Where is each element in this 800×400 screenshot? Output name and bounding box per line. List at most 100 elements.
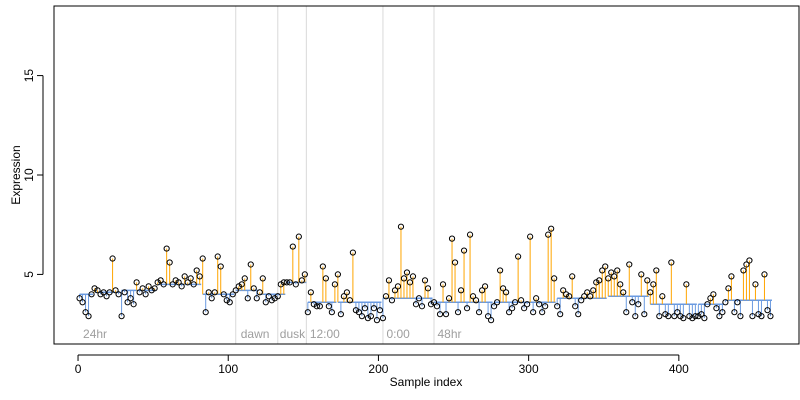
data-point xyxy=(436,311,444,318)
data-point xyxy=(193,267,200,274)
data-point xyxy=(403,269,411,276)
data-point xyxy=(253,295,260,302)
data-point xyxy=(650,281,657,288)
data-point xyxy=(496,267,504,274)
data-point xyxy=(749,313,756,320)
data-point xyxy=(629,299,636,306)
x-tick-label: 200 xyxy=(368,362,388,376)
data-point xyxy=(214,253,221,260)
data-point xyxy=(707,295,714,302)
data-point xyxy=(578,297,585,304)
data-point xyxy=(713,305,720,312)
data-point xyxy=(85,313,92,320)
data-point xyxy=(409,273,417,280)
data-point xyxy=(659,293,666,300)
data-point xyxy=(767,313,774,320)
data-point xyxy=(515,253,522,260)
data-point xyxy=(292,281,299,288)
data-point xyxy=(527,233,534,240)
data-point xyxy=(725,285,732,292)
data-point xyxy=(187,275,194,282)
data-point xyxy=(557,311,564,318)
data-point xyxy=(448,235,456,242)
data-point xyxy=(385,277,393,284)
data-point xyxy=(304,309,311,316)
data-point xyxy=(653,267,660,274)
data-point xyxy=(743,261,750,268)
data-point xyxy=(166,259,173,266)
data-point xyxy=(406,279,414,286)
data-point xyxy=(145,283,152,290)
data-point xyxy=(238,281,245,288)
data-point xyxy=(298,277,305,284)
data-point xyxy=(163,245,170,252)
data-point xyxy=(217,263,224,270)
data-point xyxy=(716,313,723,320)
data-point xyxy=(433,303,441,310)
data-point xyxy=(665,313,672,320)
data-point xyxy=(283,279,290,286)
data-point xyxy=(641,311,648,318)
data-point xyxy=(202,309,209,316)
data-point xyxy=(121,289,128,296)
data-point xyxy=(313,303,320,310)
data-point xyxy=(181,273,188,280)
data-point xyxy=(484,313,492,320)
data-point xyxy=(701,315,708,322)
data-point xyxy=(680,315,687,322)
data-point xyxy=(764,307,771,314)
x-tick-label: 300 xyxy=(519,362,539,376)
data-point xyxy=(551,275,558,282)
data-point xyxy=(208,295,215,302)
data-point xyxy=(647,289,654,296)
data-point xyxy=(614,267,621,274)
data-point xyxy=(82,309,89,316)
data-point xyxy=(295,233,302,240)
x-tick-label: 100 xyxy=(218,362,238,376)
data-point xyxy=(130,301,137,308)
data-point xyxy=(656,313,663,320)
data-point xyxy=(355,309,363,316)
data-point xyxy=(229,291,236,298)
data-point xyxy=(325,303,332,310)
data-point xyxy=(430,299,438,306)
data-point xyxy=(250,285,257,292)
data-point xyxy=(439,281,447,288)
data-point xyxy=(698,311,705,318)
data-point xyxy=(530,309,537,316)
axes: 0 100 200 300 400 5 10 15 xyxy=(22,69,689,376)
data-point xyxy=(367,313,375,320)
data-point xyxy=(620,289,627,296)
data-point xyxy=(599,267,606,274)
data-point xyxy=(103,293,110,300)
data-point xyxy=(220,291,227,298)
data-point xyxy=(569,273,576,280)
data-point xyxy=(124,299,131,306)
data-point xyxy=(226,299,233,306)
annotation-label: dusk xyxy=(280,327,306,341)
data-point xyxy=(466,231,474,238)
data-point xyxy=(536,301,543,308)
data-point xyxy=(746,257,753,264)
y-tick-label: 5 xyxy=(22,271,36,278)
data-point xyxy=(503,289,510,296)
data-point xyxy=(490,303,498,310)
data-point xyxy=(118,313,125,320)
data-point xyxy=(668,259,675,266)
data-point xyxy=(463,305,471,312)
data-point xyxy=(758,313,765,320)
data-point xyxy=(115,291,122,298)
data-point xyxy=(548,225,555,232)
data-point xyxy=(232,287,239,294)
data-point xyxy=(472,297,480,304)
data-point xyxy=(611,273,618,280)
data-point xyxy=(139,285,146,292)
data-point xyxy=(136,289,143,296)
data-point xyxy=(638,271,645,278)
data-point xyxy=(761,271,768,278)
data-point xyxy=(674,309,681,316)
data-point xyxy=(379,315,387,322)
data-point xyxy=(469,293,477,300)
